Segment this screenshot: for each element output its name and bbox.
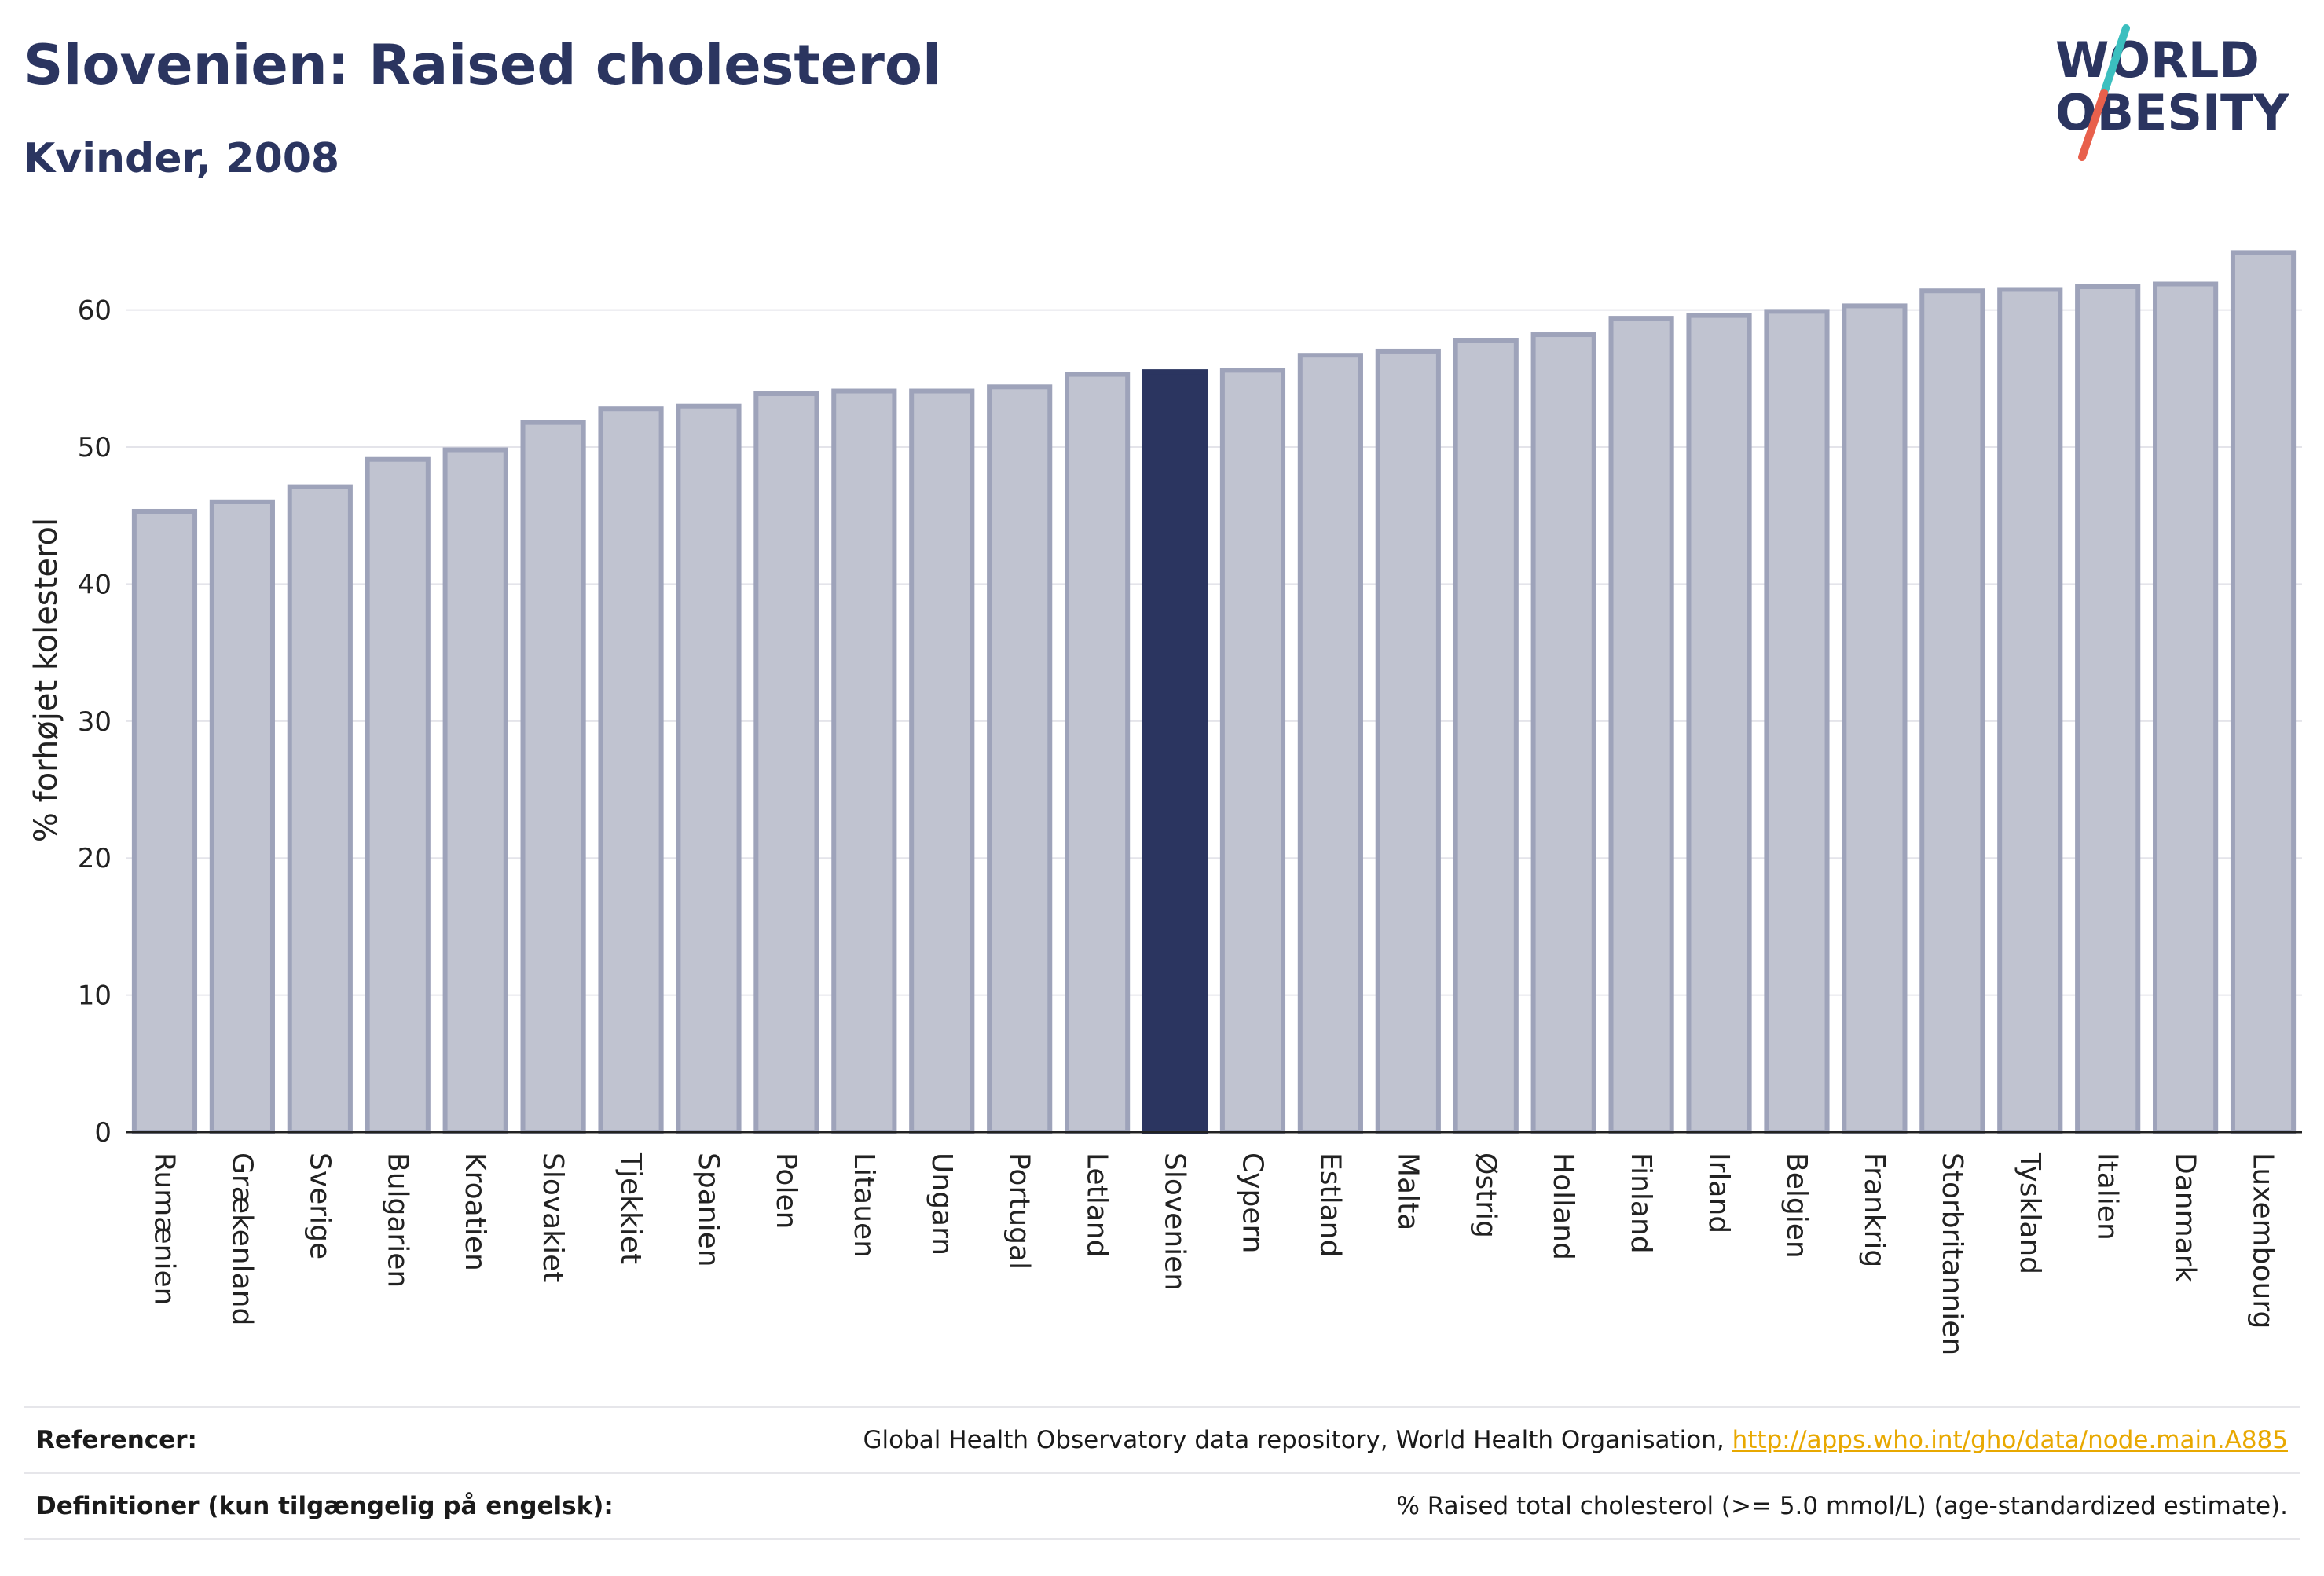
bar-6: [520, 420, 586, 1134]
definitions-label: Definitioner (kun tilgængelig på engelsk…: [36, 1492, 614, 1520]
chart-subtitle: Kvinder, 2008: [24, 135, 340, 182]
bar-18: [1453, 338, 1519, 1134]
x-tick-label: Litauen: [848, 1153, 880, 1258]
y-tick-label: 30: [78, 706, 112, 738]
bar-19: [1530, 332, 1596, 1134]
x-tick-label: Cypern: [1236, 1153, 1268, 1253]
bar-10: [831, 388, 897, 1134]
bar-1: [131, 508, 198, 1134]
definitions-text: % Raised total cholesterol (>= 5.0 mmol/…: [1396, 1492, 2288, 1520]
chart-title: Slovenien: Raised cholesterol: [24, 33, 941, 97]
bar-26: [2075, 284, 2141, 1134]
bar-5: [442, 447, 508, 1134]
bar-14: [1142, 369, 1208, 1134]
bar-24: [1919, 288, 1985, 1135]
x-tick-label: Estland: [1314, 1153, 1346, 1257]
x-tick-label: Sverige: [303, 1153, 335, 1259]
footer: Referencer: Global Health Observatory da…: [24, 1406, 2300, 1540]
bar-27: [2153, 281, 2219, 1135]
x-tick-label: Slovakiet: [537, 1153, 569, 1282]
x-tick-label: Bulgarien: [381, 1153, 413, 1288]
y-tick-label: 60: [78, 295, 112, 327]
references-value: Global Health Observatory data repositor…: [863, 1426, 2300, 1454]
x-tick-label: Spanien: [692, 1153, 724, 1267]
y-tick-label: 50: [78, 432, 112, 464]
bar-7: [598, 406, 664, 1134]
y-tick-label: 0: [94, 1117, 112, 1149]
bar-25: [1997, 287, 2063, 1134]
bar-4: [365, 456, 431, 1134]
bar-9: [753, 391, 819, 1134]
references-text: Global Health Observatory data repositor…: [863, 1426, 1732, 1454]
world-obesity-logo[interactable]: WORLD OBESITY: [2051, 24, 2302, 165]
x-tick-label: Danmark: [2169, 1153, 2201, 1283]
y-axis-label: % forhøjet kolesterol: [28, 518, 64, 842]
x-tick-label: Italien: [2091, 1153, 2124, 1241]
bar-21: [1686, 313, 1752, 1135]
x-tick-label: Malta: [1391, 1153, 1424, 1230]
bar-22: [1764, 309, 1830, 1135]
y-tick-label: 10: [78, 980, 112, 1012]
x-tick-label: Portugal: [1003, 1153, 1036, 1270]
references-link[interactable]: http://apps.who.int/gho/data/node.main.A…: [1732, 1426, 2288, 1454]
bar-11: [909, 388, 975, 1134]
references-label: Referencer:: [36, 1426, 197, 1454]
x-tick-label: Belgien: [1780, 1153, 1813, 1259]
references-row: Referencer: Global Health Observatory da…: [24, 1406, 2300, 1472]
bar-3: [287, 484, 353, 1134]
bar-17: [1375, 348, 1441, 1135]
x-tick-label: Storbritannien: [1936, 1153, 1968, 1355]
bar-2: [209, 499, 275, 1134]
x-tick-label: Tjekkiet: [614, 1152, 647, 1264]
y-tick-label: 20: [78, 843, 112, 874]
x-tick-label: Ungarn: [926, 1153, 958, 1255]
x-tick-label: Grækenland: [225, 1153, 258, 1325]
x-tick-label: Irland: [1703, 1153, 1735, 1233]
definitions-row: Definitioner (kun tilgængelig på engelsk…: [24, 1472, 2300, 1540]
bar-8: [676, 403, 742, 1134]
x-tick-label: Letland: [1081, 1153, 1113, 1257]
bar-23: [1842, 303, 1908, 1134]
bar-28: [2230, 250, 2297, 1135]
bar-16: [1297, 353, 1363, 1135]
bar-20: [1608, 316, 1674, 1135]
bar-12: [987, 384, 1053, 1134]
x-tick-label: Polen: [770, 1153, 802, 1229]
x-tick-label: Frankrig: [1858, 1153, 1890, 1267]
x-tick-label: Østrig: [1469, 1153, 1501, 1238]
bar-13: [1065, 372, 1131, 1134]
x-tick-label: Slovenien: [1159, 1153, 1191, 1291]
y-tick-label: 40: [78, 569, 112, 600]
logo-slash-bottom: [2078, 89, 2108, 161]
bar-15: [1219, 368, 1286, 1134]
x-tick-label: Luxembourg: [2247, 1153, 2279, 1329]
x-tick-label: Holland: [1547, 1153, 1579, 1260]
bar-chart: 0 10 20 30 40 50 60 % forhøjet kolesterol Rumæni…: [28, 250, 2302, 1355]
x-tick-label: Tyskland: [2014, 1152, 2046, 1274]
x-tick-label: Finland: [1625, 1153, 1657, 1254]
x-tick-label: Kroatien: [459, 1153, 491, 1271]
x-tick-label: Rumænien: [148, 1153, 180, 1305]
logo-line-1: WORLD: [2055, 31, 2260, 89]
logo-slash-top: [2100, 24, 2130, 97]
